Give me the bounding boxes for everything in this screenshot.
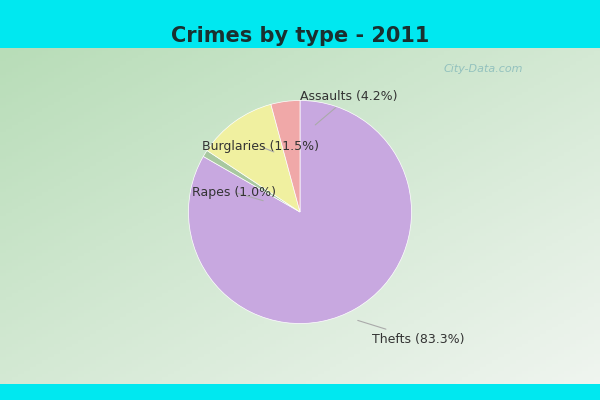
- Text: Crimes by type - 2011: Crimes by type - 2011: [171, 26, 429, 46]
- Text: Rapes (1.0%): Rapes (1.0%): [193, 186, 277, 201]
- Text: Assaults (4.2%): Assaults (4.2%): [300, 90, 398, 125]
- Wedge shape: [271, 100, 300, 212]
- Text: Thefts (83.3%): Thefts (83.3%): [358, 320, 464, 346]
- Text: Burglaries (11.5%): Burglaries (11.5%): [202, 140, 319, 153]
- Wedge shape: [207, 104, 300, 212]
- Wedge shape: [203, 150, 300, 212]
- Text: City-Data.com: City-Data.com: [443, 64, 523, 74]
- Wedge shape: [188, 100, 412, 324]
